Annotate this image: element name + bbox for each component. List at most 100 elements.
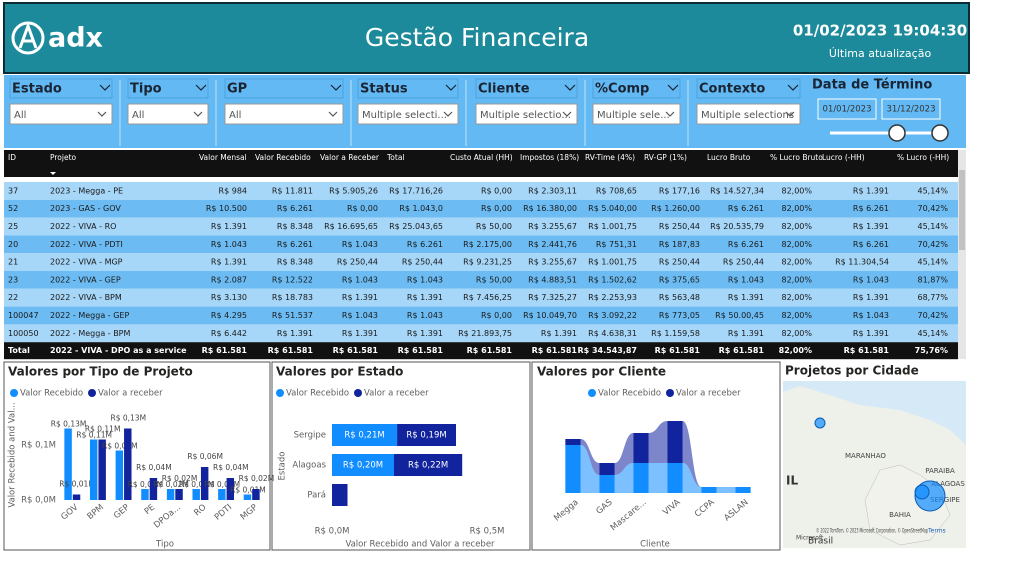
timestamp-label: Última atualização — [829, 47, 932, 60]
table-cell: R$ 773,05 — [659, 311, 700, 320]
table-total-cell: Total — [8, 346, 30, 355]
table-cell: 45,14% — [917, 186, 948, 195]
dropdown-value: Multiple sele... — [597, 110, 670, 121]
dropdown[interactable] — [475, 103, 578, 125]
table-cell: 37 — [8, 186, 18, 195]
column-header: RV-GP (1%) — [644, 153, 687, 162]
filter-header — [696, 78, 801, 99]
table-cell: R$ 1.391 — [342, 329, 378, 338]
map-terms[interactable]: Terms — [927, 528, 946, 535]
bar — [72, 494, 81, 500]
column-header: Valor a Receber — [320, 153, 380, 162]
sort-arrow — [50, 172, 56, 175]
table-cell: R$ 51.537 — [272, 311, 313, 320]
scrollbar-thumb[interactable] — [959, 170, 965, 250]
table-cell: 23 — [8, 275, 18, 284]
data-label: R$ 0,22M — [408, 461, 448, 471]
map-attribution: © 2022 TomTom, © 2023 Microsoft Corporat… — [816, 528, 928, 535]
table-cell: 82,00% — [781, 240, 812, 249]
legend-label: Valor a receber — [676, 389, 741, 399]
table-total-cell: R$ 61.581 — [655, 346, 701, 355]
ribbon — [682, 463, 702, 493]
table-row[interactable] — [4, 288, 958, 307]
table-cell: 82,00% — [781, 329, 812, 338]
filter-label: Contexto — [699, 82, 765, 97]
table-cell: 2022 - VIVA - RO — [50, 222, 116, 231]
table-cell: R$ 17.716,26 — [389, 186, 443, 195]
bar — [141, 489, 149, 500]
dropdown[interactable] — [592, 103, 681, 125]
dropdown[interactable] — [224, 103, 344, 125]
column-header: Valor Recebido — [255, 153, 311, 162]
date-input[interactable] — [881, 98, 941, 120]
table-row[interactable] — [4, 217, 958, 236]
column-header: RV-Time (4%) — [585, 153, 635, 162]
ribbon — [648, 421, 668, 463]
slider-handle[interactable] — [931, 124, 949, 142]
map-label: SERGIPE — [930, 496, 960, 504]
table-cell: R$ 4.295 — [211, 311, 247, 320]
table-cell: 82,00% — [781, 275, 812, 284]
table-cell: R$ 2.087 — [211, 275, 247, 284]
table-total-cell: R$ 61.581 — [398, 346, 444, 355]
table-row[interactable] — [4, 182, 958, 200]
slider-handle[interactable] — [888, 124, 906, 142]
bar — [565, 445, 581, 493]
table-row[interactable] — [4, 253, 958, 271]
table-row[interactable] — [4, 271, 958, 289]
table-row[interactable] — [4, 306, 958, 325]
table-cell: 2022 - Megga - BPM — [50, 329, 131, 338]
map-label: MARANHAO — [845, 452, 886, 460]
chevron — [665, 111, 675, 117]
scrollbar[interactable] — [958, 150, 966, 359]
column-header: ID — [8, 153, 16, 162]
map-bubble[interactable] — [914, 484, 930, 500]
map-label: IL — [786, 474, 798, 488]
table-cell: R$ 1.043 — [342, 275, 378, 284]
legend-marker — [88, 389, 96, 397]
data-label: R$ 0,02M — [153, 480, 189, 489]
table-cell: R$ 3.130 — [211, 293, 247, 302]
date-end: 31/12/2023 — [887, 105, 936, 115]
date-input[interactable] — [817, 98, 877, 120]
table-cell: R$ 1.391 — [277, 329, 313, 338]
table-cell: R$ 177,16 — [659, 186, 700, 195]
table-cell: R$ 6.261 — [728, 204, 764, 213]
table-cell: R$ 6.261 — [277, 204, 313, 213]
map-bubble[interactable] — [814, 417, 826, 429]
chevron — [195, 84, 207, 91]
filter-label: Tipo — [130, 82, 162, 97]
table-cell: R$ 1.001,75 — [588, 258, 637, 267]
table-cell: R$ 1.391 — [853, 222, 889, 231]
table-cell: 45,14% — [917, 329, 948, 338]
table-cell: R$ 0,00 — [481, 204, 512, 213]
table-cell: R$ 1.391 — [211, 258, 247, 267]
bar — [565, 439, 581, 445]
data-label: R$ 0,01M — [59, 480, 95, 489]
filter-header — [592, 78, 681, 99]
table-cell: R$ 6.442 — [211, 329, 247, 338]
dropdown[interactable] — [357, 103, 459, 125]
table-row[interactable] — [4, 199, 958, 218]
dropdown[interactable] — [696, 103, 801, 125]
dropdown[interactable] — [127, 103, 209, 125]
dropdown-value: All — [132, 110, 144, 121]
table-cell: R$ 50.00,45 — [715, 311, 764, 320]
table-row[interactable] — [4, 324, 958, 343]
dropdown-value: Multiple selecti... — [362, 110, 447, 121]
table-cell: R$ 2.303,11 — [528, 186, 577, 195]
dropdown[interactable] — [9, 103, 113, 125]
legend-label: Valor Recebido — [20, 389, 83, 399]
logo-text: adx — [48, 23, 103, 54]
table-cell: R$ 1.391 — [728, 329, 764, 338]
table-row[interactable] — [4, 235, 958, 254]
chart-title: Valores por Cliente — [537, 365, 666, 379]
table-total-cell: R$ 61.581 — [333, 346, 379, 355]
legend-marker — [354, 389, 362, 397]
bar — [64, 428, 72, 500]
filter-header — [357, 78, 459, 99]
legend-marker — [588, 389, 596, 397]
table-cell: R$ 25.043,65 — [389, 222, 443, 231]
table-cell: 68,77% — [917, 293, 948, 302]
